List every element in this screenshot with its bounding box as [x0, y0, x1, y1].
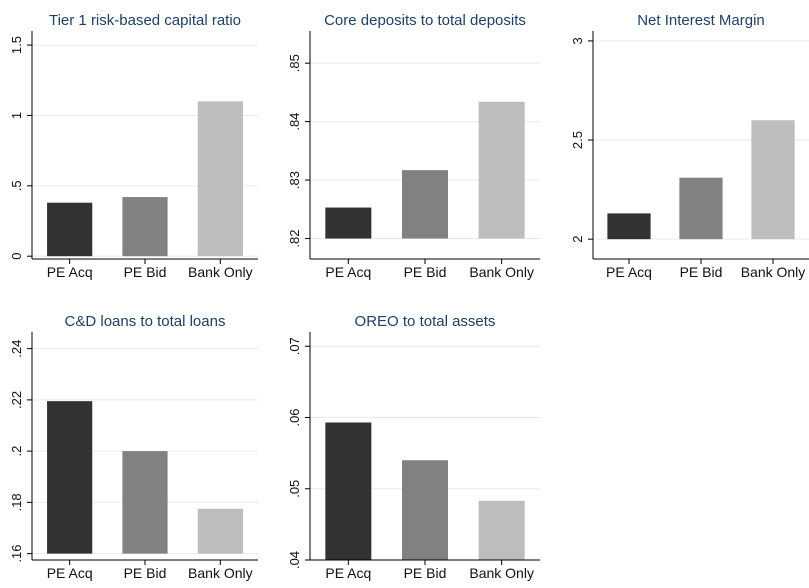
bar [402, 460, 448, 560]
x-tick-label: PE Acq [47, 264, 93, 280]
x-tick-label: PE Acq [325, 264, 371, 280]
y-tick-label: .04 [287, 551, 302, 569]
x-tick-label: Bank Only [188, 264, 253, 280]
y-tick-label: .18 [9, 493, 24, 511]
chart-title: Net Interest Margin [637, 12, 765, 29]
bar [751, 120, 795, 240]
y-tick-label: 0 [9, 253, 24, 260]
bar [325, 422, 372, 560]
y-tick-label: 1 [9, 112, 24, 119]
x-tick-label: PE Acq [606, 264, 652, 280]
bar [402, 170, 448, 239]
x-tick-label: Bank Only [188, 565, 253, 581]
y-tick-label: 3 [570, 37, 585, 44]
y-tick-label: 2.5 [570, 131, 585, 149]
bar [122, 451, 168, 554]
x-tick-label: PE Bid [404, 264, 447, 280]
y-tick-label: 1.5 [9, 36, 24, 54]
bar [478, 101, 525, 239]
y-tick-label: .05 [287, 480, 302, 498]
bar [197, 508, 243, 554]
bar [197, 101, 243, 257]
chart-title: Tier 1 risk-based capital ratio [49, 12, 241, 29]
chart-title: OREO to total assets [355, 313, 496, 330]
y-tick-label: .84 [287, 113, 302, 131]
x-tick-label: PE Acq [325, 565, 371, 581]
bar [122, 197, 168, 257]
bar [47, 401, 93, 554]
y-tick-label: .82 [287, 229, 302, 247]
y-tick-label: .06 [287, 408, 302, 426]
x-tick-label: PE Acq [47, 565, 93, 581]
y-tick-label: .16 [9, 545, 24, 563]
x-tick-label: PE Bid [404, 565, 447, 581]
bar [679, 177, 723, 240]
chart-panel: C&D loans to total loans .16 .18 .2 .22 .24 PE… [9, 313, 258, 581]
x-tick-label: PE Bid [124, 565, 167, 581]
y-tick-label: .83 [287, 171, 302, 189]
chart-title: C&D loans to total loans [65, 313, 226, 330]
bar [607, 213, 651, 240]
chart-panel: Core deposits to total deposits .82 .83 .84… [287, 12, 540, 280]
chart-panel: Tier 1 risk-based capital ratio 0 .5 1 1.5 PE… [9, 12, 258, 280]
chart-title: Core deposits to total deposits [324, 12, 526, 29]
bar [478, 500, 525, 560]
y-tick-label: 2 [570, 236, 585, 243]
bar [47, 202, 93, 257]
y-tick-label: .2 [9, 446, 24, 457]
x-tick-label: PE Bid [680, 264, 723, 280]
chart-panel: Net Interest Margin 2 2.5 3 PE Acq PE Bid Bank… [570, 12, 809, 280]
x-tick-label: Bank Only [741, 264, 806, 280]
y-tick-label: .22 [9, 391, 24, 409]
chart-panel: OREO to total assets .04 .05 .06 .07 PE Acq PE… [287, 313, 540, 581]
x-tick-label: Bank Only [469, 565, 534, 581]
x-tick-label: Bank Only [469, 264, 534, 280]
y-tick-label: .5 [9, 180, 24, 191]
y-tick-label: .07 [287, 337, 302, 355]
y-tick-label: .85 [287, 54, 302, 72]
bar [325, 207, 372, 239]
x-tick-label: PE Bid [124, 264, 167, 280]
y-tick-label: .24 [9, 340, 24, 358]
